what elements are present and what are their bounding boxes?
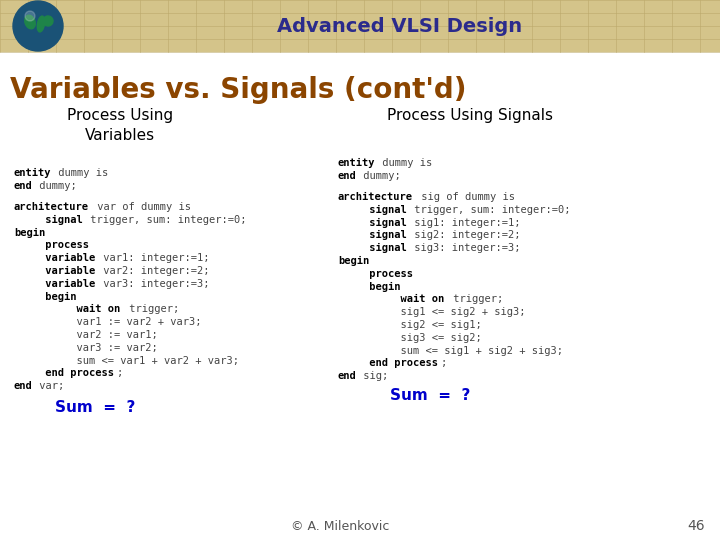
- Text: signal: signal: [14, 215, 83, 225]
- Text: var;: var;: [33, 381, 65, 391]
- Text: ;: ;: [117, 368, 122, 379]
- Text: Process Using Signals: Process Using Signals: [387, 108, 553, 123]
- Text: begin: begin: [338, 256, 369, 266]
- Text: signal: signal: [338, 243, 407, 253]
- Text: var3 := var2;: var3 := var2;: [14, 343, 158, 353]
- Text: sig of dummy is: sig of dummy is: [415, 192, 515, 202]
- Text: signal: signal: [338, 205, 407, 215]
- Text: var1 := var2 + var3;: var1 := var2 + var3;: [14, 317, 202, 327]
- Text: sig1 <= sig2 + sig3;: sig1 <= sig2 + sig3;: [338, 307, 526, 317]
- Text: sig3: integer:=3;: sig3: integer:=3;: [408, 243, 521, 253]
- Ellipse shape: [37, 16, 45, 32]
- Text: dummy is: dummy is: [53, 168, 109, 178]
- Text: begin: begin: [14, 227, 45, 238]
- Text: sig;: sig;: [357, 371, 389, 381]
- Text: var3: integer:=3;: var3: integer:=3;: [97, 279, 210, 289]
- Text: entity: entity: [338, 158, 376, 168]
- Text: variable: variable: [14, 279, 95, 289]
- Ellipse shape: [43, 16, 53, 26]
- Text: wait on: wait on: [338, 294, 444, 305]
- Text: trigger, sum: integer:=0;: trigger, sum: integer:=0;: [84, 215, 247, 225]
- Text: sig1: integer:=1;: sig1: integer:=1;: [408, 218, 521, 227]
- Text: Sum  =  ?: Sum = ?: [390, 388, 470, 403]
- Text: signal: signal: [338, 231, 407, 240]
- Text: begin: begin: [14, 292, 76, 301]
- Circle shape: [13, 1, 63, 51]
- Text: © A. Milenkovic: © A. Milenkovic: [291, 520, 390, 533]
- Text: process: process: [338, 269, 413, 279]
- Text: ;: ;: [441, 359, 446, 368]
- Text: variable: variable: [14, 253, 95, 263]
- Text: end: end: [338, 171, 356, 181]
- Text: sig2 <= sig1;: sig2 <= sig1;: [338, 320, 482, 330]
- Text: sum <= sig1 + sig2 + sig3;: sum <= sig1 + sig2 + sig3;: [338, 346, 563, 355]
- Text: end process: end process: [338, 359, 438, 368]
- Text: sum <= var1 + var2 + var3;: sum <= var1 + var2 + var3;: [14, 355, 239, 366]
- Circle shape: [25, 11, 35, 21]
- Text: dummy;: dummy;: [357, 171, 401, 181]
- Text: end process: end process: [14, 368, 114, 379]
- Text: sig3 <= sig2;: sig3 <= sig2;: [338, 333, 482, 343]
- Text: Process Using
Variables: Process Using Variables: [67, 108, 173, 143]
- Text: end: end: [14, 181, 32, 191]
- Text: process: process: [14, 240, 89, 251]
- Text: end: end: [14, 381, 32, 391]
- Ellipse shape: [24, 15, 35, 29]
- Text: end: end: [338, 371, 356, 381]
- Text: wait on: wait on: [14, 305, 120, 314]
- Text: var2 := var1;: var2 := var1;: [14, 330, 158, 340]
- Text: var2: integer:=2;: var2: integer:=2;: [97, 266, 210, 276]
- Text: trigger;: trigger;: [447, 294, 503, 305]
- Text: dummy;: dummy;: [33, 181, 77, 191]
- Text: Advanced VLSI Design: Advanced VLSI Design: [277, 17, 523, 36]
- Text: 46: 46: [688, 519, 705, 533]
- Text: Sum  =  ?: Sum = ?: [55, 400, 135, 415]
- Text: begin: begin: [338, 281, 400, 292]
- Text: variable: variable: [14, 266, 95, 276]
- Text: var1: integer:=1;: var1: integer:=1;: [97, 253, 210, 263]
- Text: architecture: architecture: [14, 202, 89, 212]
- Text: trigger, sum: integer:=0;: trigger, sum: integer:=0;: [408, 205, 571, 215]
- Text: signal: signal: [338, 218, 407, 227]
- Text: Variables vs. Signals (cont'd): Variables vs. Signals (cont'd): [10, 76, 467, 104]
- Text: architecture: architecture: [338, 192, 413, 202]
- Text: sig2: integer:=2;: sig2: integer:=2;: [408, 231, 521, 240]
- Text: entity: entity: [14, 168, 52, 178]
- Text: var of dummy is: var of dummy is: [91, 202, 191, 212]
- Text: trigger;: trigger;: [123, 305, 179, 314]
- Text: dummy is: dummy is: [377, 158, 433, 168]
- FancyBboxPatch shape: [0, 0, 720, 52]
